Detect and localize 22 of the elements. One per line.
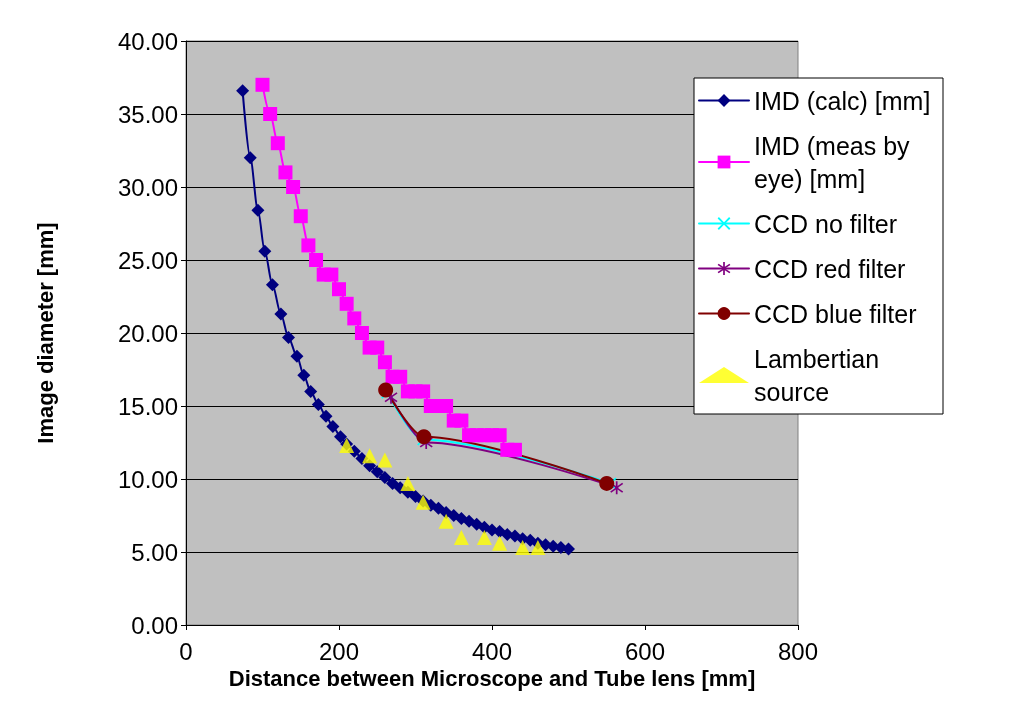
legend-label: IMD (meas by eye) [mm] <box>754 131 917 193</box>
y-tick-label: 25.00 <box>117 246 178 274</box>
legend-label: Lambertian source <box>754 344 887 406</box>
x-tick-label: 0 <box>179 637 193 665</box>
x-tick-label: 400 <box>471 637 513 665</box>
y-tick-label: 20.00 <box>117 319 178 347</box>
y-tick-label: 10.00 <box>117 465 178 493</box>
y-tick-label: 5.00 <box>131 538 178 566</box>
y-tick-label: 15.00 <box>117 392 178 420</box>
y-axis-title: Image diameter [mm] <box>32 222 58 444</box>
y-tick-label: 35.00 <box>117 100 178 128</box>
legend-label: CCD blue filter <box>754 299 917 328</box>
x-tick-label: 200 <box>318 637 360 665</box>
y-tick-label: 0.00 <box>131 611 178 639</box>
legend-label: CCD no filter <box>754 209 898 238</box>
x-tick-label: 800 <box>777 637 819 665</box>
x-tick-label: 600 <box>624 637 666 665</box>
y-tick-label: 30.00 <box>117 173 178 201</box>
legend-label: CCD red filter <box>754 254 906 283</box>
x-axis-title: Distance between Microscope and Tube lens [mm] <box>228 666 756 692</box>
legend-label: IMD (calc) [mm] <box>754 86 931 115</box>
y-tick-label: 40.00 <box>117 27 178 55</box>
